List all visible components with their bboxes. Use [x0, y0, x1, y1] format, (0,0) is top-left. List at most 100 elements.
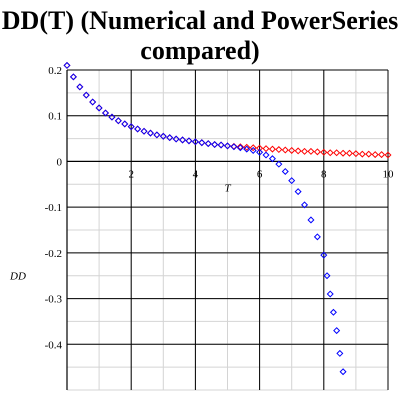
data-point-series-1 — [326, 149, 334, 157]
data-point-series-2 — [275, 160, 283, 168]
data-point-series-2 — [329, 308, 337, 316]
data-point-series-2 — [153, 131, 161, 139]
data-point-series-2 — [313, 233, 321, 241]
data-point-series-1 — [288, 146, 296, 154]
data-point-series-2 — [243, 145, 251, 153]
data-point-series-2 — [185, 137, 193, 145]
data-point-series-1 — [121, 120, 129, 128]
data-point-series-2 — [323, 272, 331, 280]
data-point-series-1 — [217, 141, 225, 149]
data-point-series-1 — [358, 150, 366, 158]
axes — [66, 70, 388, 390]
data-point-series-2 — [281, 167, 289, 175]
y-tick-label: 0 — [57, 156, 63, 168]
data-point-series-2 — [326, 290, 334, 298]
x-tick-label: 8 — [321, 168, 327, 180]
data-point-series-2 — [146, 129, 154, 137]
data-point-series-2 — [256, 148, 264, 156]
data-point-series-1 — [378, 151, 386, 159]
chart-title: DD(T) (Numerical and PowerSeries compare… — [1, 6, 399, 65]
data-point-series-1 — [198, 139, 206, 147]
data-point-series-1 — [63, 61, 71, 69]
data-point-series-2 — [76, 83, 84, 91]
data-point-series-2 — [307, 216, 315, 224]
data-point-series-2 — [89, 98, 97, 106]
data-point-series-2 — [333, 327, 341, 335]
data-point-series-1 — [146, 129, 154, 137]
data-point-series-1 — [76, 83, 84, 91]
data-point-series-1 — [211, 141, 219, 149]
data-point-series-1 — [262, 145, 270, 153]
y-tick-label: -0.2 — [45, 248, 62, 260]
data-point-series-2 — [121, 120, 129, 128]
data-point-series-1 — [108, 113, 116, 121]
data-point-series-2 — [179, 136, 187, 144]
data-point-series-2 — [339, 368, 347, 376]
data-point-series-2 — [198, 139, 206, 147]
x-tick-label: 2 — [128, 168, 134, 180]
data-point-series-2 — [236, 144, 244, 152]
data-point-series-2 — [262, 151, 270, 159]
data-point-series-2 — [63, 61, 71, 69]
data-point-series-1 — [281, 146, 289, 154]
data-point-series-2 — [204, 140, 212, 148]
x-tick-label: 4 — [193, 168, 199, 180]
data-point-series-2 — [223, 142, 232, 150]
y-tick-label: -0.4 — [45, 339, 63, 351]
data-point-series-1 — [301, 147, 309, 155]
data-point-series-2 — [114, 117, 122, 125]
data-point-series-1 — [249, 144, 257, 152]
data-point-series-1 — [153, 131, 161, 139]
data-point-series-2 — [166, 134, 174, 142]
data-point-series-2 — [211, 141, 219, 149]
y-tick-label: 0.1 — [48, 111, 62, 123]
data-point-series-2 — [172, 135, 180, 143]
data-point-series-2 — [140, 127, 148, 135]
data-point-series-2 — [268, 155, 276, 163]
data-point-series-1 — [102, 109, 110, 117]
data-point-series-1 — [339, 149, 347, 157]
data-point-series-1 — [166, 134, 174, 142]
data-point-series-1 — [275, 146, 283, 154]
data-point-series-1 — [307, 147, 315, 155]
data-point-series-2 — [249, 146, 257, 154]
data-point-series-1 — [313, 148, 321, 156]
ticks: 2 4 6 8 10 -0.4 -0.3 -0.2 -0.1 0 0.1 0.2 — [45, 65, 394, 351]
data-point-series-2 — [69, 73, 77, 81]
x-tick-label: 6 — [257, 168, 263, 180]
grid — [66, 69, 389, 391]
data-point-series-1 — [268, 145, 276, 153]
data-point-series-1 — [256, 144, 264, 152]
data-point-series-2 — [301, 201, 309, 209]
data-point-series-1 — [140, 127, 148, 135]
data-point-series-1 — [89, 98, 97, 106]
data-point-series-1 — [294, 147, 302, 155]
data-point-series-2 — [95, 104, 103, 112]
data-point-series-2 — [191, 138, 199, 146]
data-point-series-1 — [114, 117, 122, 125]
data-point-series-1 — [352, 150, 360, 158]
x-axis-label: T — [225, 182, 232, 194]
data-point-series-1 — [69, 73, 77, 81]
x-tick-label: 10 — [383, 168, 395, 180]
data-point-series-1 — [345, 149, 353, 157]
y-tick-label: 0.2 — [48, 65, 62, 77]
data-point-series-1 — [236, 143, 244, 151]
y-tick-label: -0.1 — [45, 202, 62, 214]
data-point-series-2 — [82, 91, 90, 99]
series — [63, 61, 392, 376]
data-point-series-2 — [102, 109, 110, 117]
data-point-series-2 — [320, 251, 328, 259]
data-point-series-2 — [127, 123, 135, 131]
data-point-series-1 — [333, 149, 341, 157]
data-point-series-1 — [384, 151, 392, 159]
data-point-series-1 — [320, 148, 328, 156]
data-point-series-2 — [336, 349, 344, 357]
data-point-series-1 — [371, 151, 379, 159]
data-point-series-1 — [243, 143, 251, 151]
y-tick-label: -0.3 — [45, 294, 63, 306]
data-point-series-2 — [159, 132, 167, 140]
data-point-series-2 — [294, 188, 302, 196]
data-point-series-2 — [217, 141, 225, 149]
